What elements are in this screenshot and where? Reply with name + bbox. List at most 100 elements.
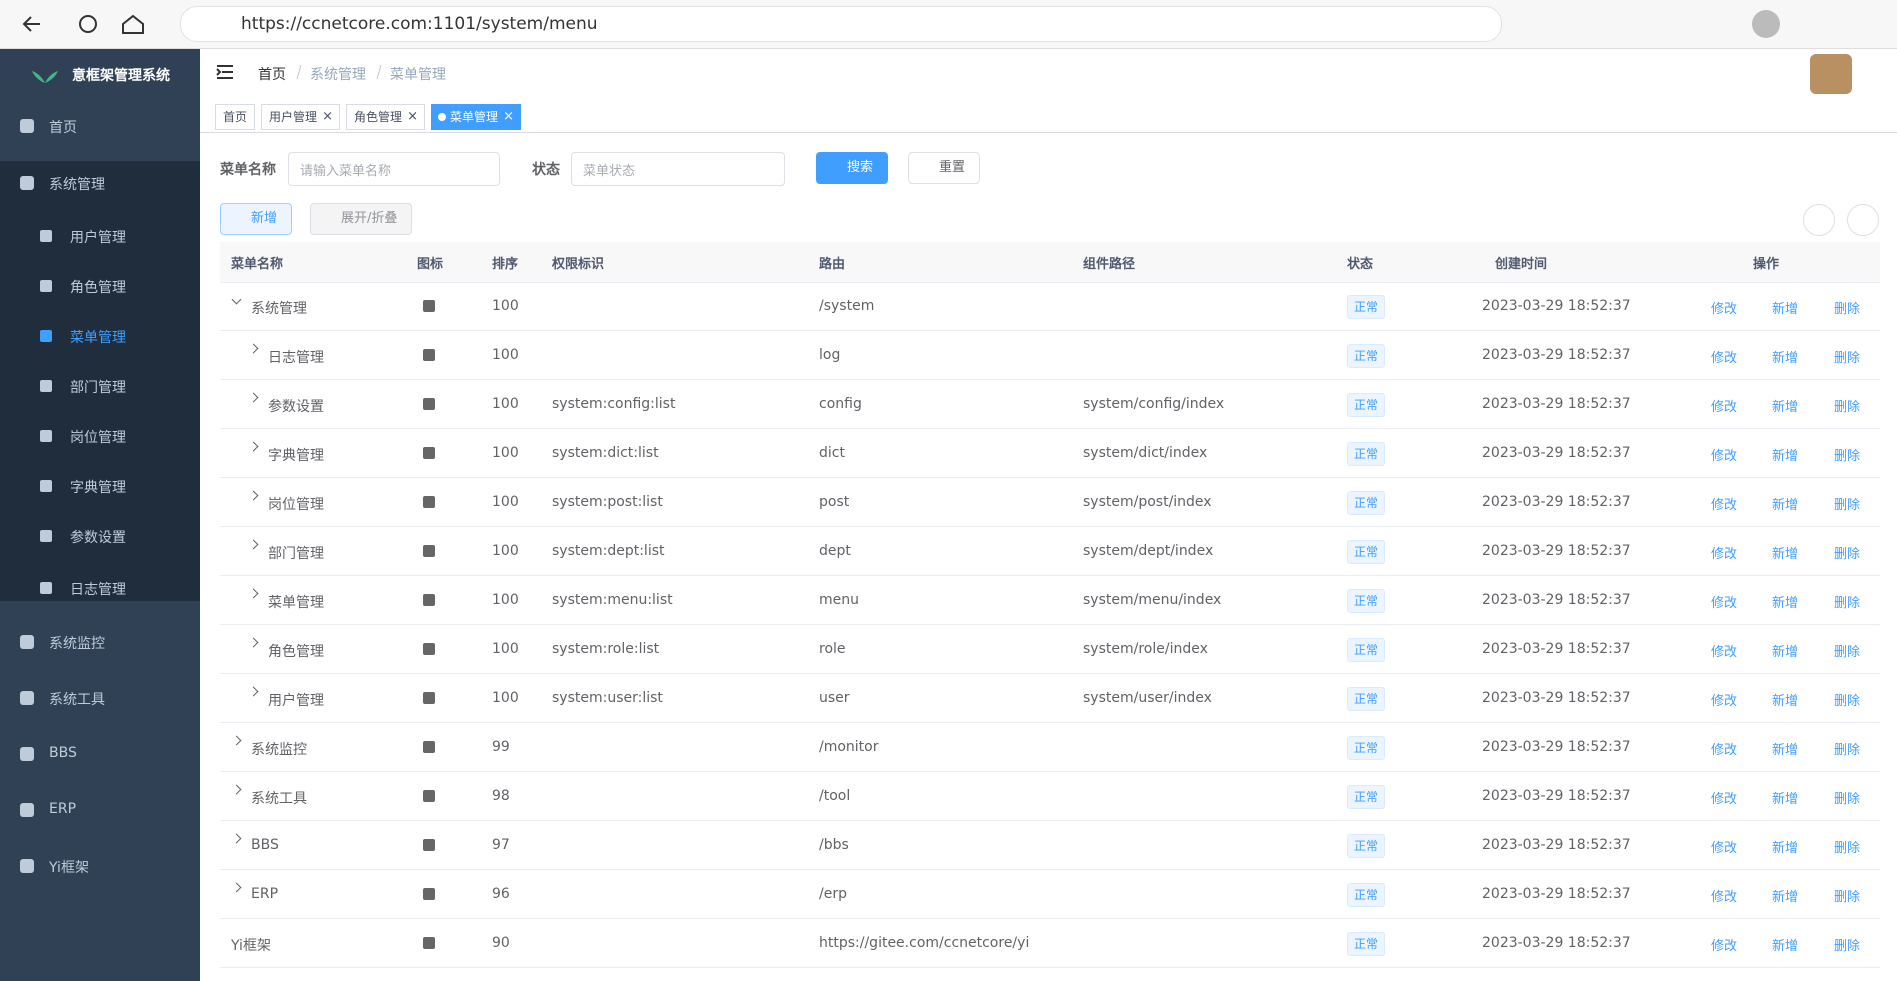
tool-circle[interactable] [1847,204,1879,236]
address-bar[interactable]: https://ccnetcore.com:1101/system/menu [180,6,1502,42]
row-action[interactable]: 修改 [1711,792,1738,807]
row-action[interactable]: 修改 [1711,743,1738,758]
menu-name: 日志管理 [268,350,324,366]
table-row [220,478,1880,527]
row-action[interactable]: 删除 [1834,645,1861,660]
menu-icon [40,230,52,242]
created: 2023-03-29 18:52:37 [1482,788,1631,804]
menu-icon [423,643,435,655]
created: 2023-03-29 18:52:37 [1482,935,1631,951]
row-action[interactable]: 删除 [1834,351,1861,366]
status-tag: 正常 [1347,883,1386,907]
row-action[interactable]: 修改 [1711,841,1738,856]
submenu-item[interactable]: 参数设置 [70,530,126,546]
tab[interactable]: 菜单管理 × [431,104,522,130]
menu-item[interactable]: 系统监控 [49,636,105,652]
add-button[interactable]: 新增 [220,203,293,235]
row-action[interactable]: 修改 [1711,645,1738,660]
row-action[interactable]: 删除 [1834,939,1861,954]
submenu-item[interactable]: 字典管理 [70,480,126,496]
menu-item[interactable]: 系统工具 [49,692,105,708]
component: system/role/index [1083,641,1208,657]
row-action[interactable]: 删除 [1834,792,1861,807]
search-button[interactable]: 搜索 [816,152,889,184]
row-action[interactable]: 新增 [1772,302,1799,317]
row-action[interactable]: 新增 [1772,645,1799,660]
browser-bar: https://ccnetcore.com:1101/system/menu [0,0,1897,49]
row-action[interactable]: 删除 [1834,743,1861,758]
menu-item[interactable]: 首页 [49,120,77,136]
tool-circle[interactable] [1803,204,1835,236]
row-action[interactable]: 修改 [1711,890,1738,905]
row-action[interactable]: 新增 [1772,841,1799,856]
submenu-item[interactable]: 用户管理 [70,230,126,246]
row-action[interactable]: 新增 [1772,547,1799,562]
menu-name: 用户管理 [268,693,324,709]
row-action[interactable]: 修改 [1711,694,1738,709]
breadcrumb[interactable]: 首页 [258,67,286,83]
row-action[interactable]: 新增 [1772,596,1799,611]
menu-item[interactable]: BBS [49,745,77,761]
row-action[interactable]: 修改 [1711,351,1738,366]
submenu-item[interactable]: 部门管理 [70,380,126,396]
tab[interactable]: 首页 [215,104,256,130]
avatar[interactable] [1810,54,1852,94]
row-action[interactable]: 修改 [1711,400,1738,415]
row-action[interactable]: 新增 [1772,792,1799,807]
status-tag: 正常 [1347,540,1386,564]
submenu-item[interactable]: 菜单管理 [70,330,126,346]
row-action[interactable]: 新增 [1772,351,1799,366]
row-action[interactable]: 新增 [1772,449,1799,464]
row-action[interactable]: 删除 [1834,841,1861,856]
created: 2023-03-29 18:52:37 [1482,837,1631,853]
menu-icon [20,859,34,873]
sort: 99 [492,739,510,755]
row-action[interactable]: 新增 [1772,939,1799,954]
row-action[interactable]: 新增 [1772,890,1799,905]
route: /erp [819,886,847,902]
table-row [220,380,1880,429]
submenu-item[interactable]: 角色管理 [70,280,126,296]
perm: system:user:list [552,690,663,706]
created: 2023-03-29 18:52:37 [1482,396,1631,412]
menu-name: 系统管理 [251,301,307,317]
row-action[interactable]: 修改 [1711,449,1738,464]
row-action[interactable]: 删除 [1834,400,1861,415]
row-action[interactable]: 新增 [1772,498,1799,513]
profile[interactable] [1752,10,1780,38]
row-action[interactable]: 删除 [1834,890,1861,905]
menu-item[interactable]: 系统管理 [49,177,105,193]
route: role [819,641,846,657]
row-action[interactable]: 新增 [1772,694,1799,709]
row-action[interactable]: 新增 [1772,400,1799,415]
label: 状态 [532,162,560,178]
select[interactable] [571,152,785,186]
row-action[interactable]: 删除 [1834,547,1861,562]
row-action[interactable]: 修改 [1711,596,1738,611]
reset-button[interactable]: 重置 [908,152,981,184]
submenu-item[interactable]: 日志管理 [70,582,126,598]
created: 2023-03-29 18:52:37 [1482,886,1631,902]
input[interactable] [288,152,500,186]
row-action[interactable]: 新增 [1772,743,1799,758]
table-row [220,870,1880,919]
tab[interactable]: 用户管理 × [261,104,341,130]
row-action[interactable]: 删除 [1834,694,1861,709]
expand-button[interactable]: 展开/折叠 [310,203,413,235]
collapse-icon[interactable] [216,64,234,80]
menu-name: 角色管理 [268,644,324,660]
row-action[interactable]: 删除 [1834,449,1861,464]
row-action[interactable]: 删除 [1834,498,1861,513]
row-action[interactable]: 删除 [1834,596,1861,611]
submenu-item[interactable]: 岗位管理 [70,430,126,446]
row-action[interactable]: 修改 [1711,498,1738,513]
breadcrumb-sep [296,64,302,80]
row-action[interactable]: 删除 [1834,302,1861,317]
row-action[interactable]: 修改 [1711,939,1738,954]
row-action[interactable]: 修改 [1711,547,1738,562]
menu-name: 岗位管理 [268,497,324,513]
row-action[interactable]: 修改 [1711,302,1738,317]
tab[interactable]: 角色管理 × [346,104,426,130]
menu-item[interactable]: Yi框架 [49,860,89,876]
menu-item[interactable]: ERP [49,801,77,817]
